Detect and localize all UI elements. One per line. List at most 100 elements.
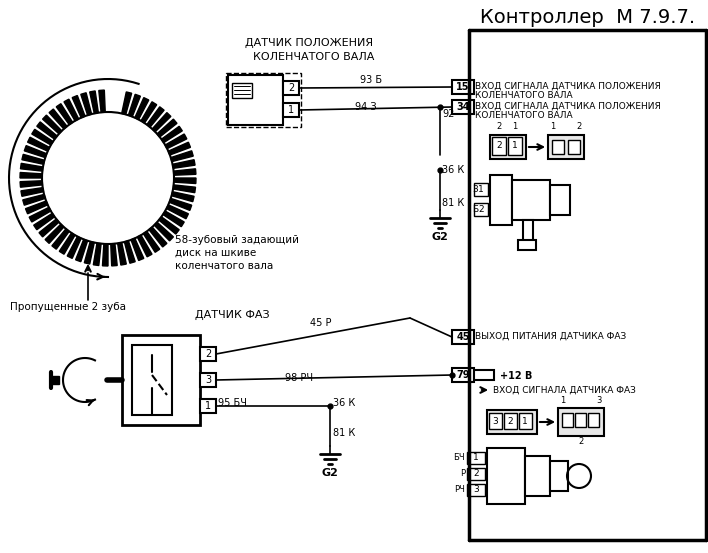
Polygon shape xyxy=(163,211,184,227)
Text: 2: 2 xyxy=(507,416,513,425)
Text: 34: 34 xyxy=(456,102,469,112)
Text: 2: 2 xyxy=(496,122,502,131)
Text: 1: 1 xyxy=(473,453,479,462)
Text: КОЛЕНЧАТОГО ВАЛА: КОЛЕНЧАТОГО ВАЛА xyxy=(475,111,573,120)
Polygon shape xyxy=(125,241,135,263)
Text: 36 К: 36 К xyxy=(442,165,464,175)
Text: 3: 3 xyxy=(473,486,479,494)
Polygon shape xyxy=(159,217,179,234)
Text: 1: 1 xyxy=(522,416,528,425)
Polygon shape xyxy=(161,126,182,143)
Text: 2: 2 xyxy=(473,469,479,478)
Bar xyxy=(200,347,216,361)
Polygon shape xyxy=(131,238,144,260)
Text: 58-зубовый задающий: 58-зубовый задающий xyxy=(175,235,299,245)
Polygon shape xyxy=(90,91,98,113)
Bar xyxy=(283,81,299,95)
Polygon shape xyxy=(64,99,79,121)
Polygon shape xyxy=(166,205,188,219)
Bar xyxy=(512,180,550,220)
Text: 2: 2 xyxy=(288,83,294,93)
Polygon shape xyxy=(169,199,192,210)
Text: 45: 45 xyxy=(456,332,469,342)
Text: Б: Б xyxy=(472,206,478,215)
Polygon shape xyxy=(171,151,193,161)
Bar xyxy=(232,83,252,98)
Polygon shape xyxy=(29,207,51,222)
Bar xyxy=(489,413,502,429)
Bar xyxy=(283,103,299,117)
Bar xyxy=(504,413,517,429)
Polygon shape xyxy=(72,96,85,118)
Polygon shape xyxy=(93,243,101,265)
Polygon shape xyxy=(171,192,194,202)
Polygon shape xyxy=(37,122,57,139)
Bar xyxy=(490,175,512,225)
Text: 2: 2 xyxy=(578,437,583,446)
Bar xyxy=(487,448,525,504)
Text: 1: 1 xyxy=(205,401,211,411)
Text: ВХОД СИГНАЛА ДАТЧИКА ФАЗ: ВХОД СИГНАЛА ДАТЧИКА ФАЗ xyxy=(493,386,636,395)
Bar xyxy=(467,484,485,496)
Polygon shape xyxy=(28,137,50,151)
Bar xyxy=(467,468,485,480)
Polygon shape xyxy=(173,185,195,192)
Text: ДАТЧИК ФАЗ: ДАТЧИК ФАЗ xyxy=(195,310,270,320)
Bar xyxy=(467,452,485,464)
Text: ВЫХОД ПИТАНИЯ ДАТЧИКА ФАЗ: ВЫХОД ПИТАНИЯ ДАТЧИКА ФАЗ xyxy=(475,332,627,341)
Polygon shape xyxy=(23,195,45,205)
Text: 98 РЧ: 98 РЧ xyxy=(285,373,313,383)
Text: 2: 2 xyxy=(577,122,582,131)
Polygon shape xyxy=(173,160,195,168)
Polygon shape xyxy=(84,242,94,264)
Polygon shape xyxy=(103,244,108,266)
Polygon shape xyxy=(173,169,196,175)
Bar xyxy=(452,80,474,94)
Text: ВХОД СИГНАЛА ДАТЧИКА ПОЛОЖЕНИЯ: ВХОД СИГНАЛА ДАТЧИКА ПОЛОЖЕНИЯ xyxy=(475,82,661,91)
Bar xyxy=(550,185,570,215)
Polygon shape xyxy=(149,227,167,247)
Polygon shape xyxy=(56,104,73,124)
Polygon shape xyxy=(52,229,69,249)
Bar xyxy=(200,373,216,387)
Text: 94 З: 94 З xyxy=(355,102,377,112)
Polygon shape xyxy=(20,173,42,178)
Text: 1: 1 xyxy=(478,185,484,195)
Text: Пропущенные 2 зуба: Пропущенные 2 зуба xyxy=(10,302,126,312)
Bar xyxy=(490,135,526,159)
Text: 81 К: 81 К xyxy=(333,428,355,438)
Text: 92: 92 xyxy=(442,109,455,119)
Text: КОЛЕНЧАТОГО ВАЛА: КОЛЕНЧАТОГО ВАЛА xyxy=(475,91,573,100)
Bar xyxy=(452,100,474,114)
Polygon shape xyxy=(154,222,173,241)
Polygon shape xyxy=(42,115,62,134)
Bar xyxy=(518,240,536,250)
Text: 93 Б: 93 Б xyxy=(360,75,382,85)
Text: РЧ: РЧ xyxy=(454,486,465,494)
Bar xyxy=(552,140,564,154)
Polygon shape xyxy=(174,178,196,184)
Bar xyxy=(487,410,537,434)
Bar xyxy=(226,73,301,127)
Polygon shape xyxy=(59,233,75,254)
Text: 2: 2 xyxy=(496,142,502,150)
Bar xyxy=(562,413,573,427)
Polygon shape xyxy=(157,119,177,137)
Polygon shape xyxy=(45,224,64,243)
Text: 1: 1 xyxy=(288,105,294,115)
Text: 3: 3 xyxy=(492,416,498,425)
Text: 1: 1 xyxy=(513,122,518,131)
Polygon shape xyxy=(20,181,42,187)
Bar xyxy=(558,408,604,436)
Text: 15: 15 xyxy=(456,82,469,92)
Bar xyxy=(492,137,506,155)
Text: 3: 3 xyxy=(597,396,602,405)
Text: ВХОД СИГНАЛА ДАТЧИКА ПОЛОЖЕНИЯ: ВХОД СИГНАЛА ДАТЧИКА ПОЛОЖЕНИЯ xyxy=(475,102,661,111)
Polygon shape xyxy=(49,109,67,129)
Bar xyxy=(550,461,568,491)
Polygon shape xyxy=(118,243,126,265)
Polygon shape xyxy=(110,244,118,266)
Text: ДАТЧИК ПОЛОЖЕНИЯ: ДАТЧИК ПОЛОЖЕНИЯ xyxy=(245,38,373,48)
Polygon shape xyxy=(147,107,164,127)
Text: 81 К: 81 К xyxy=(442,198,464,208)
